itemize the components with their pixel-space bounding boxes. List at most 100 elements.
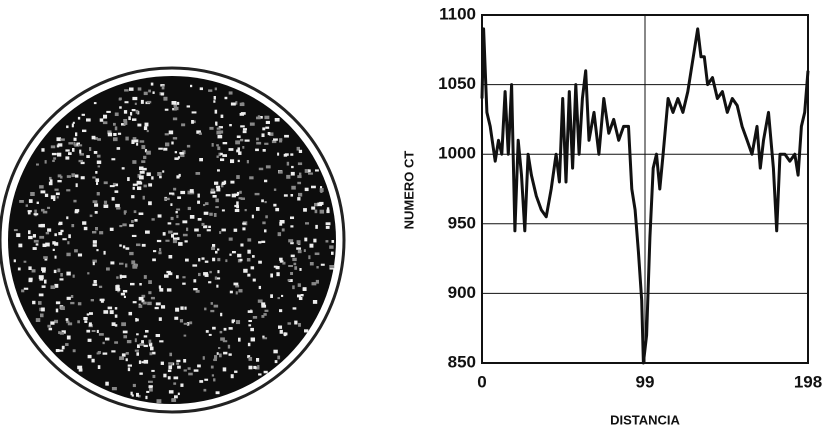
speckle bbox=[60, 138, 65, 140]
speckle bbox=[34, 213, 39, 215]
speckle bbox=[293, 307, 297, 309]
speckle bbox=[214, 213, 217, 217]
speckle bbox=[46, 232, 49, 234]
speckle bbox=[223, 142, 228, 144]
speckle bbox=[34, 210, 37, 214]
speckle bbox=[32, 301, 35, 304]
speckle bbox=[273, 138, 278, 140]
speckle bbox=[163, 97, 167, 101]
speckle bbox=[248, 320, 252, 322]
speckle bbox=[132, 118, 136, 120]
speckle bbox=[117, 147, 120, 150]
speckle bbox=[41, 209, 45, 212]
speckle bbox=[279, 222, 282, 226]
speckle bbox=[122, 167, 125, 169]
speckle bbox=[253, 366, 256, 369]
speckle bbox=[128, 365, 132, 367]
speckle bbox=[198, 194, 200, 198]
speckle bbox=[157, 172, 161, 176]
speckle bbox=[92, 359, 95, 363]
speckle bbox=[86, 155, 90, 158]
speckle bbox=[73, 200, 76, 203]
speckle bbox=[26, 204, 28, 206]
speckle bbox=[251, 338, 255, 342]
speckle bbox=[176, 360, 180, 362]
speckle bbox=[187, 145, 190, 148]
speckle bbox=[225, 259, 227, 262]
speckle bbox=[168, 231, 173, 234]
speckle bbox=[111, 350, 115, 352]
speckle bbox=[49, 328, 52, 330]
speckle bbox=[87, 313, 89, 315]
speckle bbox=[58, 223, 61, 225]
speckle bbox=[275, 360, 278, 363]
speckle bbox=[115, 113, 119, 117]
speckle bbox=[187, 105, 190, 107]
speckle bbox=[59, 350, 64, 352]
speckle bbox=[104, 205, 109, 208]
speckle bbox=[255, 149, 259, 151]
speckle bbox=[294, 266, 297, 270]
speckle bbox=[247, 250, 250, 254]
speckle bbox=[65, 156, 69, 159]
speckle bbox=[134, 210, 137, 213]
speckle bbox=[184, 369, 187, 371]
speckle bbox=[229, 238, 233, 241]
speckle bbox=[73, 275, 75, 278]
speckle bbox=[84, 320, 87, 323]
speckle bbox=[144, 275, 147, 279]
speckle bbox=[279, 140, 282, 143]
speckle bbox=[217, 258, 220, 261]
speckle bbox=[169, 193, 174, 195]
speckle bbox=[245, 140, 250, 142]
speckle bbox=[258, 115, 260, 118]
speckle bbox=[329, 245, 333, 248]
speckle bbox=[113, 137, 118, 141]
speckle bbox=[278, 170, 282, 173]
speckle bbox=[146, 151, 151, 155]
speckle bbox=[113, 123, 116, 126]
speckle bbox=[247, 160, 249, 163]
speckle bbox=[94, 151, 98, 154]
speckle bbox=[78, 144, 82, 146]
speckle bbox=[112, 387, 117, 390]
speckle bbox=[326, 222, 331, 225]
speckle bbox=[171, 217, 174, 220]
speckle bbox=[147, 302, 152, 305]
speckle bbox=[73, 122, 75, 124]
speckle bbox=[66, 126, 68, 129]
speckle bbox=[52, 160, 55, 162]
speckle bbox=[158, 214, 162, 217]
speckle bbox=[215, 277, 217, 280]
speckle bbox=[144, 185, 147, 188]
speckle bbox=[39, 185, 44, 188]
speckle bbox=[205, 261, 209, 263]
speckle bbox=[240, 139, 243, 141]
speckle bbox=[178, 242, 183, 246]
speckle bbox=[263, 149, 266, 152]
speckle bbox=[242, 227, 245, 230]
speckle bbox=[119, 106, 122, 108]
speckle bbox=[93, 200, 98, 203]
speckle bbox=[65, 343, 68, 346]
speckle bbox=[219, 354, 222, 358]
speckle bbox=[132, 160, 136, 164]
speckle bbox=[228, 345, 230, 349]
speckle bbox=[149, 340, 152, 344]
speckle bbox=[94, 203, 98, 206]
speckle bbox=[264, 229, 266, 232]
speckle bbox=[33, 247, 37, 250]
speckle bbox=[60, 278, 64, 280]
speckle bbox=[191, 120, 194, 124]
speckle bbox=[176, 209, 180, 211]
speckle bbox=[140, 343, 145, 346]
speckle bbox=[169, 255, 173, 258]
speckle bbox=[149, 388, 153, 392]
speckle bbox=[268, 132, 271, 135]
speckle bbox=[163, 148, 167, 151]
speckle bbox=[148, 291, 151, 294]
speckle bbox=[188, 207, 191, 210]
speckle bbox=[122, 353, 126, 356]
speckle bbox=[198, 258, 200, 261]
speckle bbox=[171, 142, 173, 145]
